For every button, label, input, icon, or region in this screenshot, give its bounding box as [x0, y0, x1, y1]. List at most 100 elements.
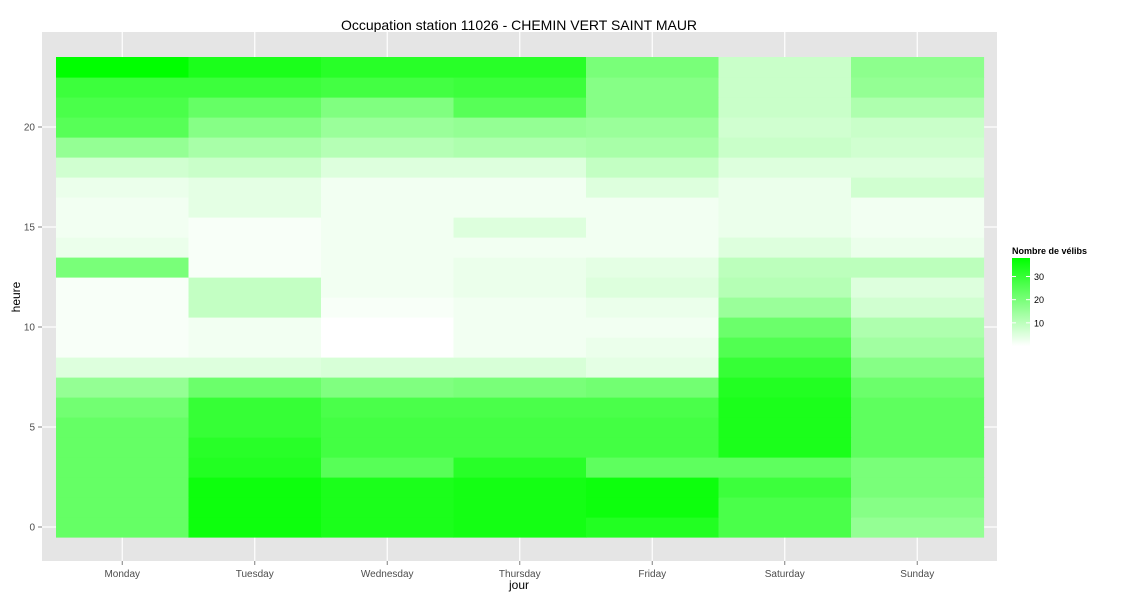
- heatmap-cell: [56, 337, 190, 358]
- heatmap-cell: [453, 217, 587, 238]
- heatmap-cell: [453, 317, 587, 338]
- heatmap-cell: [56, 317, 190, 338]
- heatmap-cell: [718, 337, 852, 358]
- heatmap-cell: [188, 397, 322, 418]
- heatmap-cell: [56, 197, 190, 218]
- heatmap-cell: [586, 97, 720, 118]
- heatmap-cell: [453, 497, 587, 518]
- heatmap-cell: [453, 397, 587, 418]
- heatmap-cell: [56, 257, 190, 278]
- heatmap-cell: [851, 137, 985, 158]
- heatmap-cell: [188, 97, 322, 118]
- heatmap-cell: [188, 337, 322, 358]
- heatmap-cell: [321, 57, 455, 78]
- heatmap-cell: [56, 517, 190, 538]
- legend-tick-label: 10: [1034, 318, 1044, 328]
- heatmap-cell: [851, 257, 985, 278]
- heatmap-cell: [56, 237, 190, 258]
- heatmap-cell: [851, 417, 985, 438]
- heatmap-cell: [453, 277, 587, 298]
- heatmap-cell: [321, 497, 455, 518]
- heatmap-cell: [586, 177, 720, 198]
- heatmap-cell: [453, 97, 587, 118]
- heatmap-cell: [718, 137, 852, 158]
- heatmap-cell: [321, 217, 455, 238]
- heatmap-cell: [188, 517, 322, 538]
- legend-tick-label: 20: [1034, 295, 1044, 305]
- heatmap-cell: [188, 497, 322, 518]
- heatmap-cell: [718, 377, 852, 398]
- heatmap-cell: [188, 377, 322, 398]
- y-tick-label: 10: [24, 323, 36, 334]
- heatmap-cell: [453, 297, 587, 318]
- heatmap-cell: [851, 477, 985, 498]
- heatmap-cell: [453, 517, 587, 538]
- heatmap-cell: [586, 137, 720, 158]
- heatmap-cell: [586, 477, 720, 498]
- heatmap-cell: [453, 457, 587, 478]
- x-tick-label: Thursday: [499, 569, 541, 580]
- heatmap-cell: [56, 117, 190, 138]
- heatmap-cell: [188, 77, 322, 98]
- heatmap-cell: [851, 117, 985, 138]
- y-axis-label: heure: [9, 281, 23, 312]
- heatmap-cell: [453, 417, 587, 438]
- heatmap-cell: [851, 277, 985, 298]
- legend: Nombre de vélibs 10 20 30: [1012, 246, 1087, 346]
- heatmap-cell: [56, 77, 190, 98]
- y-tick-label: 5: [29, 423, 35, 434]
- heatmap-cell: [586, 57, 720, 78]
- heatmap-cell: [586, 197, 720, 218]
- heatmap-cell: [188, 437, 322, 458]
- heatmap-cell: [321, 237, 455, 258]
- y-tick-label: 15: [24, 223, 36, 234]
- heatmap-cell: [718, 437, 852, 458]
- heatmap-cell: [718, 477, 852, 498]
- heatmap-cell: [851, 217, 985, 238]
- heatmap-cell: [718, 497, 852, 518]
- heatmap-cell: [188, 137, 322, 158]
- heatmap-cell: [321, 97, 455, 118]
- heatmap-cell: [321, 377, 455, 398]
- heatmap-cell: [586, 457, 720, 478]
- heatmap-cell: [56, 357, 190, 378]
- heatmap-cell: [851, 397, 985, 418]
- heatmap-cell: [586, 417, 720, 438]
- heatmap-cell: [321, 417, 455, 438]
- heatmap-cell: [188, 357, 322, 378]
- x-tick-label: Tuesday: [236, 569, 274, 580]
- legend-colorbar: [1012, 258, 1030, 346]
- x-axis-ticks: Monday Tuesday Wednesday Thursday Friday Satu…: [104, 561, 934, 580]
- heatmap-cell: [586, 297, 720, 318]
- heatmap-cell: [586, 517, 720, 538]
- heatmap-cell: [188, 157, 322, 178]
- heatmap-cell: [453, 257, 587, 278]
- y-tick-label: 20: [24, 123, 36, 134]
- heatmap-cell: [851, 497, 985, 518]
- x-tick-label: Sunday: [900, 569, 934, 580]
- heatmap-cell: [718, 157, 852, 178]
- heatmap-cell: [851, 97, 985, 118]
- heatmap-cell: [188, 417, 322, 438]
- heatmap-cell: [586, 77, 720, 98]
- heatmap-cell: [851, 77, 985, 98]
- heatmap-cell: [56, 377, 190, 398]
- heatmap-cell: [188, 237, 322, 258]
- heatmap-cell: [586, 117, 720, 138]
- heatmap-cell: [453, 237, 587, 258]
- heatmap-cell: [586, 237, 720, 258]
- heatmap-cell: [851, 357, 985, 378]
- heatmap-cell: [586, 357, 720, 378]
- heatmap-cell: [453, 337, 587, 358]
- heatmap-cell: [321, 337, 455, 358]
- heatmap-cell: [321, 117, 455, 138]
- heatmap-cell: [586, 377, 720, 398]
- heatmap-cell: [321, 197, 455, 218]
- heatmap-cell: [718, 257, 852, 278]
- heatmap-cell: [586, 337, 720, 358]
- heatmap-cell: [453, 377, 587, 398]
- heatmap-cell: [56, 157, 190, 178]
- heatmap-cell: [718, 217, 852, 238]
- heatmap-tiles: [56, 57, 985, 538]
- x-tick-label: Wednesday: [361, 569, 414, 580]
